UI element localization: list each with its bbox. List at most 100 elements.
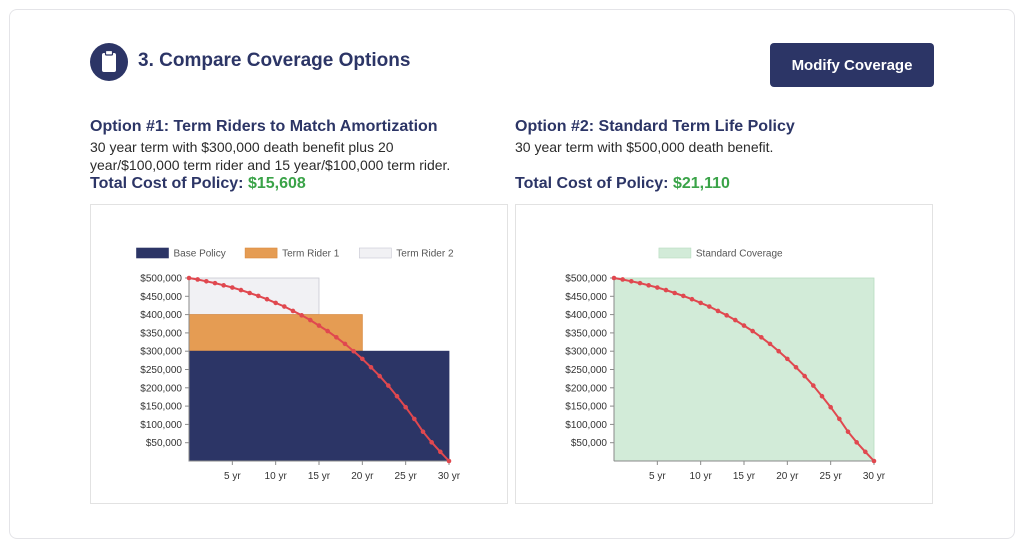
mortgage-balance-point <box>646 283 651 288</box>
x-tick-label: 10 yr <box>265 471 288 482</box>
mortgage-balance-point <box>377 373 382 379</box>
legend-swatch <box>658 247 692 259</box>
mortgage-balance-point <box>733 317 738 323</box>
y-tick-label: $250,000 <box>140 365 182 376</box>
mortgage-balance-point <box>325 328 330 334</box>
legend-swatch <box>244 247 278 259</box>
mortgage-balance-point <box>438 449 443 455</box>
mortgage-balance-point <box>620 277 625 282</box>
y-tick-label: $250,000 <box>565 365 607 376</box>
coverage-block-term-rider-1 <box>188 314 363 352</box>
legend-label: Term Rider 2 <box>396 249 454 260</box>
mortgage-balance-point <box>837 416 842 422</box>
x-tick-label: 20 yr <box>776 471 799 482</box>
mortgage-balance-point <box>655 285 660 290</box>
legend-swatch <box>136 247 169 259</box>
mortgage-balance-point <box>689 296 695 302</box>
y-tick-label: $400,000 <box>140 310 182 321</box>
option2-cost-value: $21,110 <box>672 175 730 192</box>
clipboard-icon <box>90 43 128 81</box>
mortgage-balance-point <box>316 323 322 328</box>
option1-chart: Base Policy Term Rider 1 Term Rider 2 $500,… <box>90 204 508 504</box>
y-tick-label: $200,000 <box>565 383 607 394</box>
option2-chart: Standard Coverage $500,000 $450,000 $400,00… <box>515 204 933 504</box>
modify-coverage-button[interactable]: Modify Coverage <box>770 43 934 87</box>
y-tick-label: $100,000 <box>565 420 607 431</box>
mortgage-balance-point <box>637 280 643 286</box>
mortgage-balance-point <box>828 404 833 410</box>
x-tick-label: 25 yr <box>820 471 843 482</box>
mortgage-balance-point <box>863 449 868 455</box>
y-tick-label: $350,000 <box>140 328 182 339</box>
coverage-block-term-rider-2 <box>188 277 320 315</box>
mortgage-balance-point <box>811 383 816 388</box>
mortgage-balance-point <box>282 304 287 309</box>
mortgage-balance-point <box>334 334 339 340</box>
mortgage-balance-point <box>351 348 356 354</box>
option1-cost-value: $15,608 <box>247 175 306 192</box>
y-tick-label: $450,000 <box>565 292 607 303</box>
legend-label: Standard Coverage <box>696 249 783 260</box>
mortgage-balance-point <box>212 280 218 286</box>
y-tick-label: $300,000 <box>140 347 182 358</box>
mortgage-balance-point <box>715 308 721 314</box>
mortgage-balance-point <box>741 323 747 328</box>
y-tick-label: $300,000 <box>565 347 607 358</box>
option2-cost-label: Total Cost of Policy: <box>515 175 669 192</box>
mortgage-balance-point <box>707 304 712 309</box>
mortgage-balance-point <box>767 341 773 347</box>
mortgage-balance-point <box>672 290 677 296</box>
mortgage-balance-point <box>750 328 755 334</box>
mortgage-balance-point <box>793 365 799 370</box>
x-tick-label: 30 yr <box>438 471 461 482</box>
mortgage-balance-point <box>871 458 877 464</box>
x-tick-label: 25 yr <box>395 471 418 482</box>
mortgage-balance-point <box>221 283 226 288</box>
mortgage-balance-point <box>681 293 686 299</box>
legend-label: Base Policy <box>174 249 226 260</box>
x-tick-label: 10 yr <box>690 471 713 482</box>
option2-description: 30 year term with $500,000 death benefit… <box>515 139 774 155</box>
mortgage-balance-point <box>273 300 278 306</box>
mortgage-balance-point <box>247 290 252 296</box>
option1-description: 30 year term with $300,000 death benefit… <box>90 139 451 173</box>
option1-chart-svg: Base Policy Term Rider 1 Term Rider 2 $500,… <box>136 247 461 482</box>
legend-label: Term Rider 1 <box>282 249 340 260</box>
mortgage-balance-point <box>299 313 304 318</box>
mortgage-balance-point <box>264 296 270 302</box>
mortgage-balance-point <box>204 278 209 284</box>
mortgage-balance-point <box>420 429 426 435</box>
y-tick-label: $350,000 <box>565 328 607 339</box>
mortgage-balance-point <box>611 275 617 281</box>
x-tick-label: 15 yr <box>733 471 756 482</box>
mortgage-balance-point <box>819 393 825 399</box>
mortgage-balance-point <box>412 416 417 422</box>
y-tick-label: $400,000 <box>565 310 607 321</box>
mortgage-balance-point <box>394 393 400 399</box>
mortgage-balance-point <box>403 404 408 410</box>
mortgage-balance-point <box>446 458 452 464</box>
mortgage-balance-point <box>629 278 634 284</box>
mortgage-balance-point <box>360 356 365 362</box>
mortgage-balance-point <box>776 348 781 354</box>
x-tick-label: 5 yr <box>649 471 666 482</box>
mortgage-balance-point <box>342 341 348 347</box>
coverage-block-base-policy <box>188 350 450 462</box>
option2-title: Option #2: Standard Term Life Policy <box>515 118 795 135</box>
mortgage-balance-point <box>429 440 434 445</box>
mortgage-balance-point <box>256 293 261 299</box>
mortgage-balance-point <box>290 308 296 314</box>
x-tick-label: 15 yr <box>308 471 331 482</box>
mortgage-balance-point <box>386 383 391 388</box>
y-tick-label: $450,000 <box>140 292 182 303</box>
y-tick-label: $150,000 <box>565 402 607 413</box>
mortgage-balance-point <box>186 275 192 281</box>
mortgage-balance-point <box>195 277 200 282</box>
x-tick-label: 20 yr <box>351 471 374 482</box>
coverage-block-standard-coverage <box>613 277 875 462</box>
mortgage-balance-point <box>308 317 313 323</box>
mortgage-balance-point <box>802 373 807 379</box>
y-tick-label: $500,000 <box>140 274 182 285</box>
option1-title: Option #1: Term Riders to Match Amortiza… <box>90 118 438 135</box>
section-title: 3. Compare Coverage Options <box>138 50 411 71</box>
